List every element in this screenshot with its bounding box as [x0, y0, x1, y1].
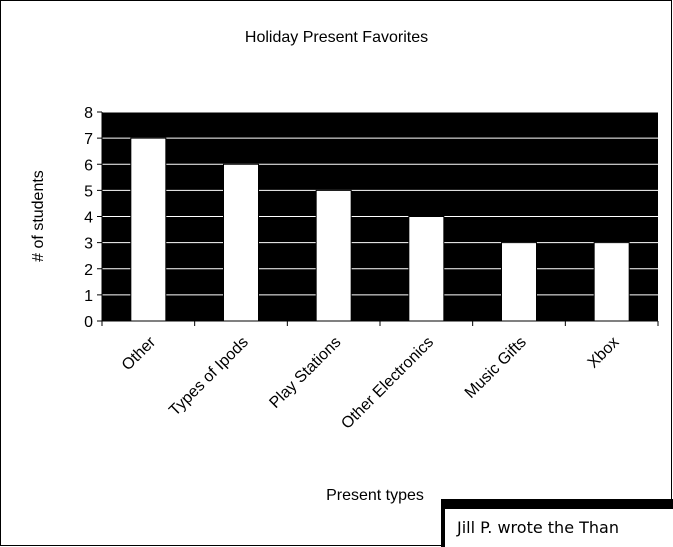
- y-tick-label: 3: [84, 236, 93, 253]
- y-tick-label: 2: [84, 262, 93, 279]
- bar-music-gifts: [501, 242, 537, 322]
- x-axis-label: Present types: [326, 487, 424, 504]
- text-box-content: Jill P. wrote the Than: [457, 518, 619, 537]
- y-tick-labels: 0 1 2 3 4 5 6 7 8: [84, 105, 93, 331]
- x-tick-label: Types of Ipods: [166, 334, 252, 420]
- y-tick-label: 7: [84, 131, 93, 148]
- bars: [130, 137, 630, 322]
- y-tick-label: 4: [84, 210, 93, 227]
- x-tick-label: Xbox: [585, 334, 623, 372]
- y-tick-label: 6: [84, 157, 93, 174]
- bar-xbox: [593, 242, 630, 322]
- y-tick-label: 5: [84, 183, 93, 200]
- x-tick-label: Other Electronics: [338, 334, 437, 433]
- chart-title: Holiday Present Favorites: [244, 29, 429, 46]
- bar-types-of-ipods: [223, 163, 259, 322]
- bar-other: [130, 137, 167, 322]
- y-tick-label: 8: [84, 105, 93, 122]
- bar-other-electronics: [408, 216, 445, 322]
- y-tick-label: 0: [84, 314, 93, 331]
- text-box: Jill P. wrote the Than: [441, 499, 673, 547]
- axes: [97, 111, 659, 326]
- y-axis-label: # of students: [30, 170, 47, 262]
- bar-play-stations: [315, 189, 352, 322]
- x-tick-label: Other: [119, 333, 160, 374]
- y-tick-label: 1: [84, 288, 93, 305]
- gridlines: [102, 111, 658, 296]
- x-tick-label: Play Stations: [266, 334, 344, 412]
- x-tick-label: Music Gifts: [462, 334, 530, 402]
